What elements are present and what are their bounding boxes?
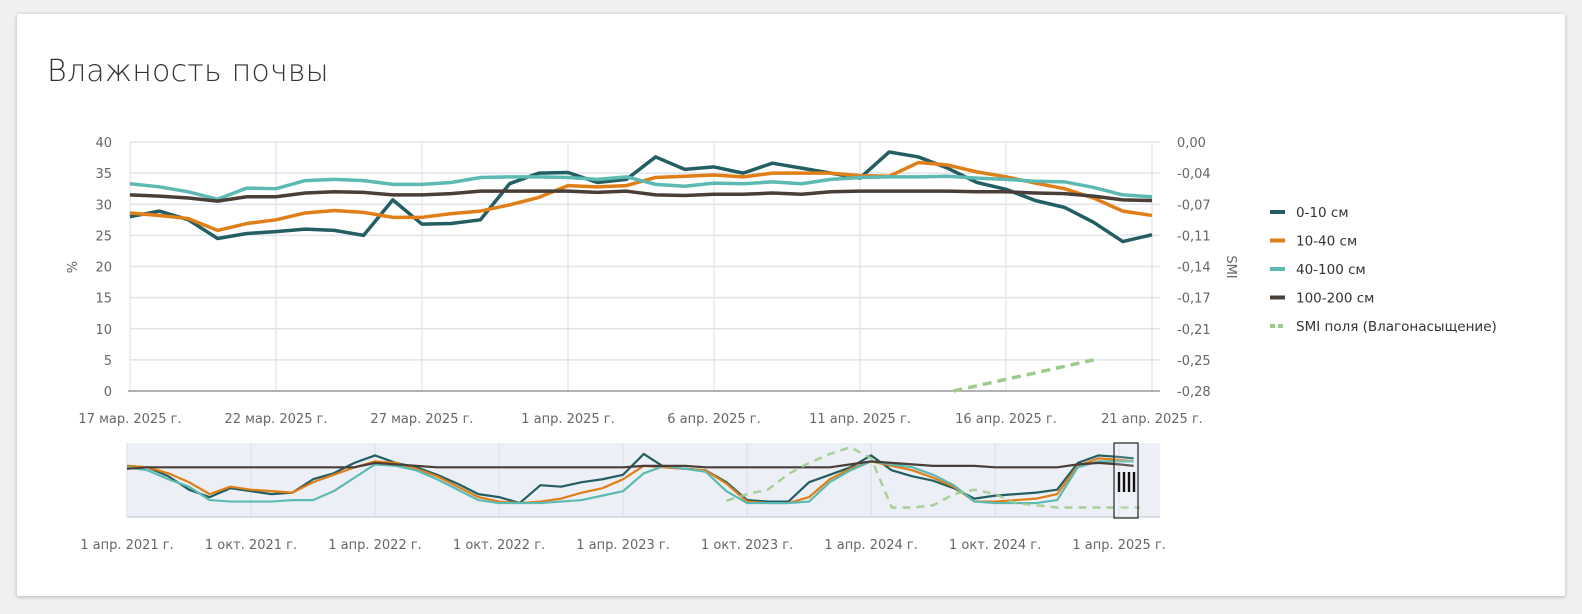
navigator-x-tick-label: 1 апр. 2022 г.: [328, 538, 422, 553]
navigator-x-tick-label: 1 окт. 2023 г.: [701, 538, 793, 553]
y-tick-label: 0: [104, 385, 112, 400]
y2-tick-label: 0,00: [1177, 136, 1206, 151]
y2-axis-title: SMI: [1223, 255, 1238, 278]
series-line-3: [129, 189, 1153, 203]
y2-tick-label: -0,11: [1177, 229, 1211, 244]
navigator-handle-icon[interactable]: [1117, 472, 1121, 492]
navigator-handle-icon[interactable]: [1127, 472, 1131, 492]
y-tick-label: 10: [95, 323, 112, 338]
series-line-0: [129, 150, 1153, 244]
y2-tick-label: -0,17: [1177, 292, 1211, 307]
legend-item-label[interactable]: 40-100 см: [1296, 262, 1366, 278]
navigator-series-4: [726, 445, 1140, 509]
y2-tick-label: -0,21: [1177, 323, 1211, 338]
series-line-2: [129, 174, 1153, 202]
y-tick-label: 30: [95, 198, 112, 213]
navigator-x-tick-label: 1 окт. 2024 г.: [949, 538, 1041, 553]
series-line-4: [953, 358, 1094, 393]
navigator-series-3: [126, 460, 1134, 470]
navigator-x-tick-label: 1 апр. 2023 г.: [576, 538, 670, 553]
navigator-x-tick-label: 1 апр. 2025 г.: [1072, 538, 1166, 553]
navigator-handle-icon[interactable]: [1122, 472, 1126, 492]
navigator-x-tick-label: 1 окт. 2022 г.: [453, 538, 545, 553]
y2-tick-label: -0,04: [1177, 167, 1211, 182]
y-tick-label: 20: [95, 261, 112, 276]
y-tick-label: 25: [95, 229, 112, 244]
legend-item-label[interactable]: 10-40 см: [1296, 234, 1357, 250]
legend-item-label[interactable]: SMI поля (Влагонасыщение): [1296, 319, 1497, 335]
y-tick-label: 35: [95, 167, 112, 182]
y2-tick-label: -0,25: [1177, 354, 1211, 369]
y-tick-label: 15: [95, 292, 112, 307]
x-tick-label: 11 апр. 2025 г.: [809, 412, 911, 427]
y-axis-title: %: [66, 261, 81, 273]
x-tick-label: 6 апр. 2025 г.: [667, 412, 761, 427]
navigator-series-2: [126, 460, 1134, 505]
x-tick-label: 21 апр. 2025 г.: [1101, 412, 1203, 427]
navigator-x-tick-label: 1 окт. 2021 г.: [205, 538, 297, 553]
x-tick-label: 27 мар. 2025 г.: [370, 412, 473, 427]
y-tick-label: 5: [104, 354, 112, 369]
y2-tick-label: -0,07: [1177, 198, 1211, 213]
y-tick-label: 40: [95, 136, 112, 151]
page-title: Влажность почвы: [47, 54, 329, 89]
legend-item-label[interactable]: 0-10 см: [1296, 205, 1349, 221]
x-tick-label: 1 апр. 2025 г.: [521, 412, 615, 427]
navigator-x-tick-label: 1 апр. 2021 г.: [80, 538, 174, 553]
x-tick-label: 22 мар. 2025 г.: [224, 412, 327, 427]
navigator-handle-icon[interactable]: [1132, 472, 1136, 492]
legend-item-label[interactable]: 100-200 см: [1296, 291, 1374, 307]
y2-tick-label: -0,14: [1177, 261, 1211, 276]
legend: 0-10 см 10-40 см 40-100 см 100-200 см SMI по…: [1270, 205, 1497, 335]
x-tick-label: 17 мар. 2025 г.: [78, 412, 181, 427]
y2-tick-label: -0,28: [1177, 385, 1211, 400]
navigator-x-tick-label: 1 апр. 2024 г.: [824, 538, 918, 553]
x-tick-label: 16 апр. 2025 г.: [955, 412, 1057, 427]
